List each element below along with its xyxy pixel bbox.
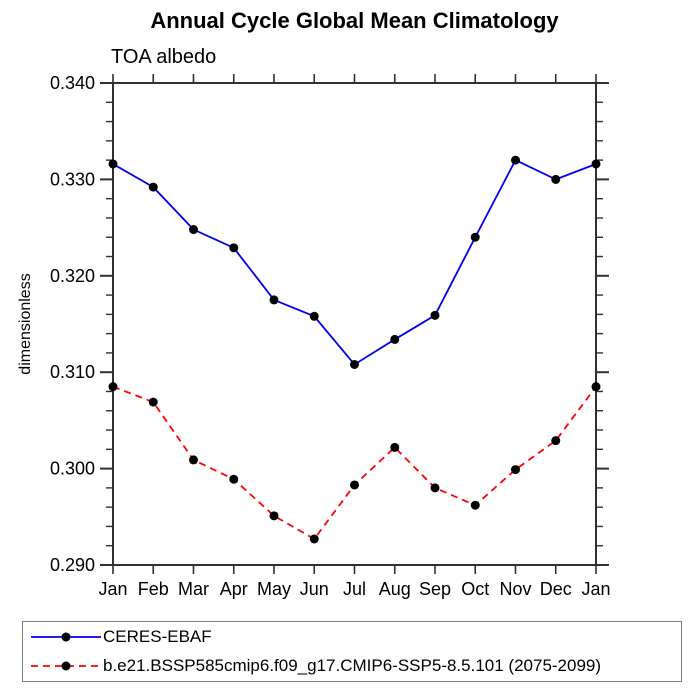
- svg-text:Jan: Jan: [98, 579, 127, 599]
- legend-solid-line-marker-sample: [31, 627, 101, 647]
- chart-title: Annual Cycle Global Mean Climatology: [150, 8, 559, 33]
- legend-label-observations: CERES-EBAF: [103, 627, 212, 646]
- chart-subtitle: TOA albedo: [111, 46, 217, 68]
- svg-text:0.300: 0.300: [50, 459, 95, 479]
- svg-text:Dec: Dec: [540, 579, 572, 599]
- legend-dashed-line-marker-sample: [31, 656, 101, 676]
- svg-text:Jul: Jul: [343, 579, 366, 599]
- svg-text:Aug: Aug: [379, 579, 411, 599]
- svg-text:Jun: Jun: [300, 579, 329, 599]
- svg-text:0.330: 0.330: [50, 169, 95, 189]
- legend-item-observations: CERES-EBAF: [31, 623, 681, 652]
- svg-text:Feb: Feb: [138, 579, 169, 599]
- legend-label-model: b.e21.BSSP585cmip6.f09_g17.CMIP6-SSP5-8.…: [103, 656, 602, 675]
- svg-text:0.290: 0.290: [50, 555, 95, 575]
- svg-text:0.340: 0.340: [50, 73, 95, 93]
- svg-text:Jan: Jan: [581, 579, 610, 599]
- svg-text:0.320: 0.320: [50, 266, 95, 286]
- svg-text:dimensionless: dimensionless: [17, 273, 34, 374]
- svg-text:Oct: Oct: [461, 579, 489, 599]
- legend-box: CERES-EBAF b.e21.BSSP585cmip6.f09_g17.CM…: [22, 621, 682, 682]
- svg-text:Mar: Mar: [178, 579, 209, 599]
- svg-text:Sep: Sep: [419, 579, 451, 599]
- legend-item-model: b.e21.BSSP585cmip6.f09_g17.CMIP6-SSP5-8.…: [31, 652, 681, 681]
- svg-text:May: May: [257, 579, 291, 599]
- svg-text:Apr: Apr: [220, 579, 248, 599]
- svg-text:0.310: 0.310: [50, 362, 95, 382]
- svg-text:Nov: Nov: [499, 579, 531, 599]
- line-chart-plot-area: 0.290 0.300 0.310 0.320 0.330 0.340 Jan Feb Mar A…: [17, 73, 611, 599]
